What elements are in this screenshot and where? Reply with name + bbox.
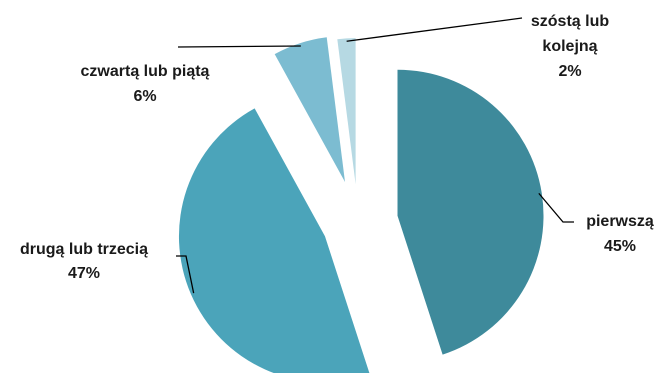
slice-label-druga-lub-trzecia: drugą lub trzecią <box>20 241 148 258</box>
pie-slice-szosta-lub-kolejna <box>337 38 356 185</box>
slice-label-szosta-line1: szóstą lub <box>531 13 609 30</box>
slice-value-pierwsza: 45% <box>604 238 636 255</box>
pie-slices <box>179 37 544 373</box>
slice-value-szosta: 2% <box>558 63 581 80</box>
pie-slice-pierwsza <box>397 69 544 355</box>
leader-line-szosta-lub-kolejna <box>346 17 523 42</box>
leader-line-pierwsza <box>538 192 574 223</box>
pie-slice-druga-lub-trzecia <box>179 108 370 373</box>
slice-label-czwarta-lub-piata: czwartą lub piątą <box>81 63 210 80</box>
leader-lines <box>176 17 574 294</box>
leader-line-czwarta-lub-piata <box>177 45 301 48</box>
slice-value-czwarta-lub-piata: 6% <box>133 88 156 105</box>
leader-line-druga-lub-trzecia <box>176 255 195 294</box>
pie-slice-czwarta-lub-piata <box>274 37 346 183</box>
slice-label-szosta-line2: kolejną <box>542 38 597 55</box>
slice-value-druga-lub-trzecia: 47% <box>68 265 100 282</box>
slice-label-pierwsza: pierwszą <box>586 213 654 230</box>
